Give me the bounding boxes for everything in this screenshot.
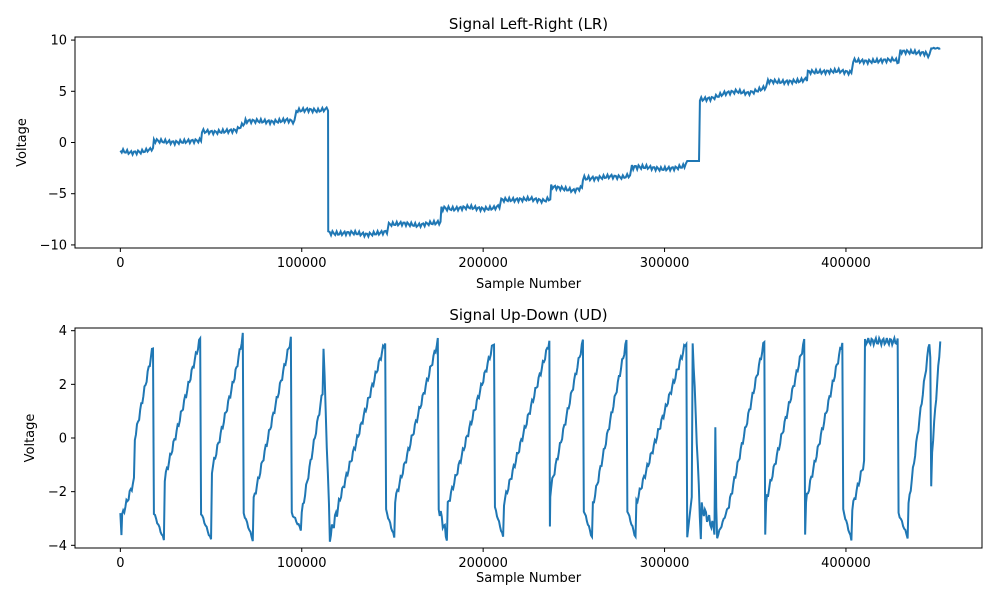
lr-y-tick-label: 5	[59, 85, 67, 100]
lr-x-tick-label: 100000	[277, 256, 327, 271]
ud-y-ticks: −4 −2 0 2 4	[48, 324, 75, 554]
lr-x-ticks: 0 100000 200000 300000 400000	[116, 248, 871, 271]
ud-x-tick-label: 0	[116, 556, 124, 571]
ud-y-tick-label: 0	[59, 432, 67, 447]
ud-y-tick-label: −4	[48, 539, 67, 554]
ud-chart-title: Signal Up-Down (UD)	[449, 306, 607, 324]
lr-signal-line	[119, 46, 941, 240]
lr-y-tick-label: −10	[40, 238, 67, 253]
ud-x-axis-label: Sample Number	[476, 571, 582, 586]
lr-chart-title: Signal Left-Right (LR)	[449, 15, 608, 33]
lr-y-ticks: −10 −5 0 5 10	[40, 34, 75, 253]
ud-x-tick-label: 200000	[458, 556, 508, 571]
lr-x-tick-label: 400000	[821, 256, 871, 271]
lr-y-tick-label: −5	[48, 187, 67, 202]
ud-y-tick-label: 2	[59, 378, 67, 393]
ud-signal-line	[119, 332, 942, 542]
lr-plot-area	[119, 46, 941, 240]
ud-y-tick-label: 4	[59, 324, 67, 339]
ud-plot-area	[119, 332, 942, 542]
lr-x-tick-label: 200000	[458, 256, 508, 271]
lr-y-axis-label: Voltage	[15, 118, 30, 167]
lr-y-tick-label: 0	[59, 136, 67, 151]
ud-x-tick-label: 300000	[640, 556, 690, 571]
lr-x-tick-label: 300000	[640, 256, 690, 271]
lr-x-tick-label: 0	[116, 256, 124, 271]
ud-x-tick-label: 100000	[277, 556, 327, 571]
lr-x-axis-label: Sample Number	[476, 277, 582, 292]
ud-chart: Signal Up-Down (UD) 0 100000 200000 300000 4…	[23, 306, 983, 586]
ud-y-axis-label: Voltage	[23, 414, 38, 463]
ud-x-ticks: 0 100000 200000 300000 400000	[116, 548, 871, 571]
ud-x-tick-label: 400000	[821, 556, 871, 571]
ud-y-tick-label: −2	[48, 485, 67, 500]
lr-y-tick-label: 10	[50, 34, 67, 49]
lr-chart: Signal Left-Right (LR) 0 100000 200000 3000…	[15, 15, 983, 292]
